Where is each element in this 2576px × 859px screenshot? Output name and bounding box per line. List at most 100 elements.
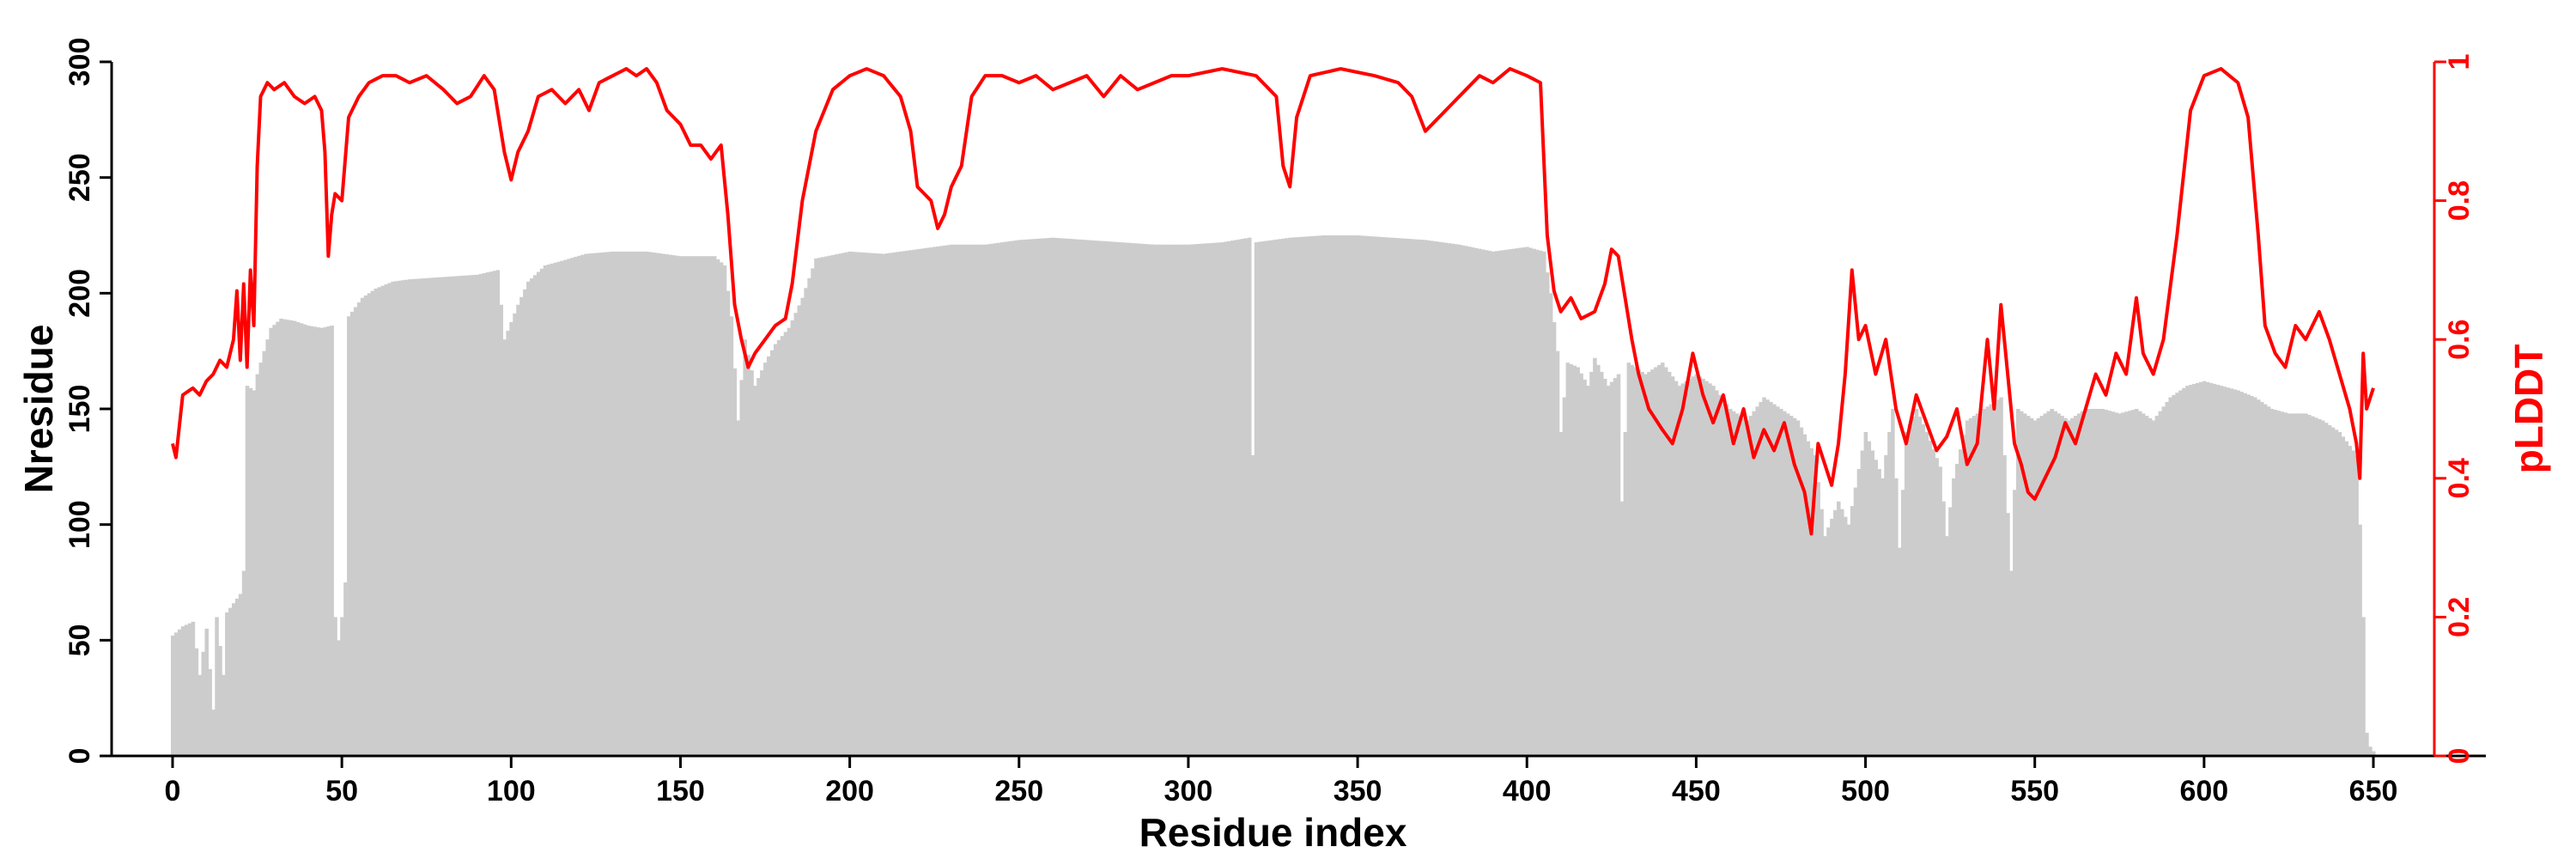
bar [302,324,307,756]
bar [2070,417,2075,756]
bar [617,251,623,757]
bar [2006,513,2010,756]
bar [1968,417,1973,756]
bar [1149,244,1154,756]
bar [797,305,802,757]
bar [1548,293,1553,757]
bar [387,283,392,757]
bar [1210,242,1215,756]
bar [1541,251,1546,757]
bar [2290,413,2294,756]
bar [2368,746,2372,756]
bar [2196,382,2200,756]
bar [374,288,379,756]
bar [1173,244,1177,756]
bar [699,256,703,756]
bar [2046,411,2051,756]
bar [384,284,388,757]
bar [2304,413,2308,756]
bar [1048,237,1052,757]
bar [2317,418,2322,756]
bar [868,253,872,757]
bar [1142,243,1147,757]
bar [1583,379,1587,756]
bar [1030,239,1036,756]
bar [2314,417,2318,756]
bar [854,252,860,756]
bar [1034,239,1039,756]
bar [885,253,890,756]
bar [1457,244,1461,756]
bar [2128,411,2132,756]
bar [2104,410,2109,756]
bar [1616,374,1621,756]
bar [1799,427,1804,756]
bar [391,281,395,756]
bar [675,255,680,756]
bar [1128,242,1133,756]
bar [1464,246,1468,756]
bar [272,325,276,756]
bar [234,598,240,756]
bar [902,251,907,756]
bar [1271,240,1276,756]
bar [2253,397,2257,756]
bar [238,594,243,756]
bar [604,252,609,756]
bar [848,251,853,757]
bar [651,252,656,756]
bar [2222,387,2227,756]
bar [414,278,419,756]
bar [584,253,588,756]
bar [2229,388,2233,756]
bar [1102,241,1106,757]
bar [309,326,314,756]
bar [194,648,199,756]
bar [1769,401,1773,756]
bar [292,320,297,756]
bar [1241,239,1245,756]
bar [621,251,625,757]
bar [2172,394,2176,756]
bar [2354,454,2359,756]
bar [469,275,473,757]
bar [536,271,541,756]
bar [1924,431,1929,756]
bar [516,304,520,756]
bar [1884,454,1888,756]
bar [218,646,222,756]
x-tick-label: 250 [994,775,1043,807]
bar [715,259,720,757]
bar [645,251,649,757]
bar [1413,239,1418,757]
y-tick-label: 100 [64,500,96,549]
bar [2283,412,2288,756]
x-tick-label: 200 [825,775,874,807]
bar [1515,248,1519,757]
bar [2297,413,2301,756]
bar [519,296,524,756]
bar [269,327,273,756]
bar [323,326,327,756]
bar [783,332,788,756]
bar [1728,409,1733,756]
bar [1779,409,1783,756]
bar [1772,404,1777,756]
x-tick-label: 100 [487,775,536,807]
bar [1532,248,1536,756]
bar [973,244,978,756]
bar [1403,238,1407,756]
bar [1677,386,1682,756]
bar [1985,406,1990,756]
bar [1684,381,1689,756]
bar [441,277,446,757]
bar [1224,241,1228,756]
bar [245,386,250,756]
bar [696,256,700,756]
bar [1054,237,1059,757]
bar [1958,449,1963,756]
bar [1545,272,1550,757]
ticks: 0 50 100 150 200 250 300 350 400 450 500 550 600 6500… [64,38,2476,807]
bar [987,244,991,757]
x-tick-label: 50 [325,775,358,807]
